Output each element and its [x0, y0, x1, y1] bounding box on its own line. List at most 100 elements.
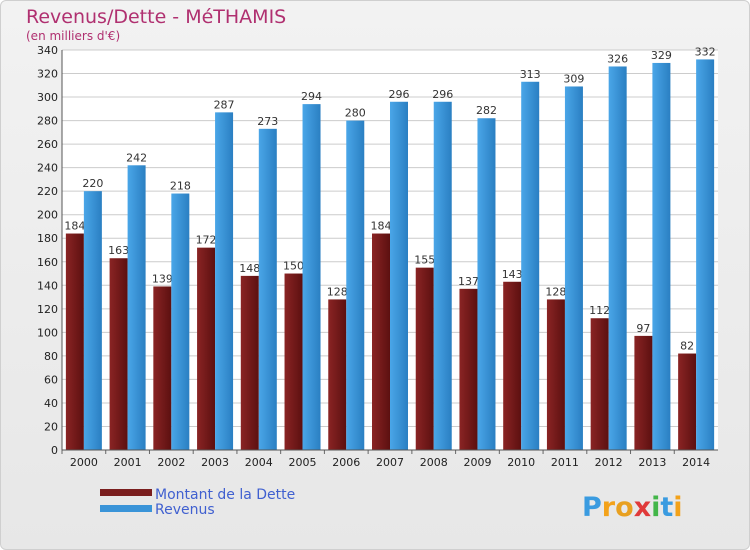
x-tick-label: 2008 [420, 456, 448, 469]
x-tick-label: 2005 [289, 456, 317, 469]
x-tick-label: 2009 [463, 456, 491, 469]
chart-subtitle: (en milliers d'€) [26, 29, 120, 43]
data-label-revenus: 313 [520, 68, 541, 81]
y-tick-label: 320 [37, 68, 58, 81]
bar-debt [459, 288, 478, 450]
y-tick-label: 40 [44, 397, 58, 410]
bar-debt [372, 233, 390, 450]
x-tick-label: 2006 [332, 456, 360, 469]
y-tick-label: 160 [37, 256, 58, 269]
y-tick-label: 140 [37, 279, 58, 292]
bar-debt [153, 286, 172, 450]
bar-revenus [83, 191, 102, 451]
chart-title: Revenus/Dette - MéTHAMIS [26, 6, 286, 28]
x-tick-label: 2012 [595, 456, 623, 469]
bar-revenus [127, 165, 146, 450]
bar-debt [415, 267, 434, 450]
bar-debt [65, 233, 84, 450]
legend-swatch-revenus [100, 505, 152, 512]
data-label-revenus: 309 [563, 72, 584, 85]
data-label-revenus: 329 [651, 49, 672, 62]
y-tick-label: 180 [37, 232, 58, 245]
y-tick-label: 80 [44, 350, 58, 363]
data-label-debt: 184 [64, 220, 85, 233]
data-label-debt: 184 [371, 220, 392, 233]
x-tick-label: 2003 [201, 456, 229, 469]
proxiti-logo: Proxiti [582, 492, 683, 523]
x-tick-label: 2000 [70, 456, 98, 469]
y-tick-label: 240 [37, 162, 58, 175]
bar-debt [284, 273, 303, 450]
legend-swatch-debt [100, 489, 152, 496]
bar-debt [503, 281, 522, 450]
x-tick-label: 2010 [507, 456, 535, 469]
legend-label-debt: Montant de la Dette [155, 487, 295, 503]
data-label-debt: 148 [239, 262, 260, 275]
data-label-revenus: 296 [389, 88, 410, 101]
x-tick-label: 2001 [114, 456, 142, 469]
data-label-debt: 155 [414, 254, 435, 267]
data-label-debt: 112 [589, 304, 610, 317]
y-tick-label: 20 [44, 420, 58, 433]
bar-debt [240, 275, 259, 450]
data-label-debt: 139 [152, 272, 173, 285]
bar-revenus [302, 104, 321, 450]
x-tick-label: 2013 [638, 456, 666, 469]
y-tick-label: 340 [37, 44, 58, 57]
bar-revenus [215, 112, 234, 451]
bar-revenus [696, 59, 715, 450]
data-label-debt: 128 [545, 285, 566, 298]
legend-label-revenus: Revenus [155, 502, 215, 518]
data-label-debt: 128 [327, 285, 348, 298]
bar-revenus [564, 86, 583, 451]
y-tick-label: 60 [44, 373, 58, 386]
y-tick-label: 120 [37, 303, 58, 316]
data-label-revenus: 326 [607, 52, 628, 65]
y-tick-label: 300 [37, 91, 58, 104]
x-tick-label: 2002 [157, 456, 185, 469]
data-label-revenus: 242 [126, 151, 147, 164]
bar-revenus [171, 193, 190, 450]
data-label-revenus: 296 [432, 88, 453, 101]
data-label-debt: 97 [636, 322, 650, 335]
data-label-revenus: 332 [695, 45, 716, 58]
bar-debt [197, 247, 216, 450]
bar-revenus [258, 128, 277, 450]
x-tick-label: 2014 [682, 456, 710, 469]
bar-revenus [521, 81, 540, 450]
data-label-debt: 137 [458, 275, 479, 288]
x-tick-label: 2007 [376, 456, 404, 469]
bar-revenus [608, 66, 627, 451]
y-tick-label: 280 [37, 115, 58, 128]
data-label-debt: 143 [502, 268, 523, 281]
bar-debt [634, 335, 653, 450]
data-label-revenus: 294 [301, 90, 322, 103]
data-label-debt: 163 [108, 244, 129, 257]
y-tick-label: 0 [51, 444, 58, 457]
y-tick-label: 220 [37, 185, 58, 198]
data-label-revenus: 220 [82, 177, 103, 190]
y-tick-label: 260 [37, 138, 58, 151]
data-label-debt: 82 [680, 340, 694, 353]
bar-debt [546, 299, 565, 450]
bar-debt [678, 353, 697, 450]
bar-revenus [390, 101, 408, 450]
bar-debt [109, 258, 128, 450]
data-label-revenus: 273 [257, 115, 278, 128]
data-label-revenus: 280 [345, 107, 366, 120]
bar-revenus [433, 101, 452, 450]
bar-debt [328, 299, 347, 450]
y-tick-label: 100 [37, 326, 58, 339]
data-label-revenus: 287 [214, 98, 235, 111]
data-label-revenus: 218 [170, 180, 191, 193]
x-tick-label: 2004 [245, 456, 273, 469]
bar-revenus [477, 118, 496, 450]
x-tick-label: 2011 [551, 456, 579, 469]
data-label-debt: 172 [196, 234, 217, 247]
bar-revenus [346, 120, 365, 451]
bar-revenus [652, 62, 671, 451]
data-label-debt: 150 [283, 260, 304, 273]
y-tick-label: 200 [37, 209, 58, 222]
bar-debt [590, 318, 609, 450]
